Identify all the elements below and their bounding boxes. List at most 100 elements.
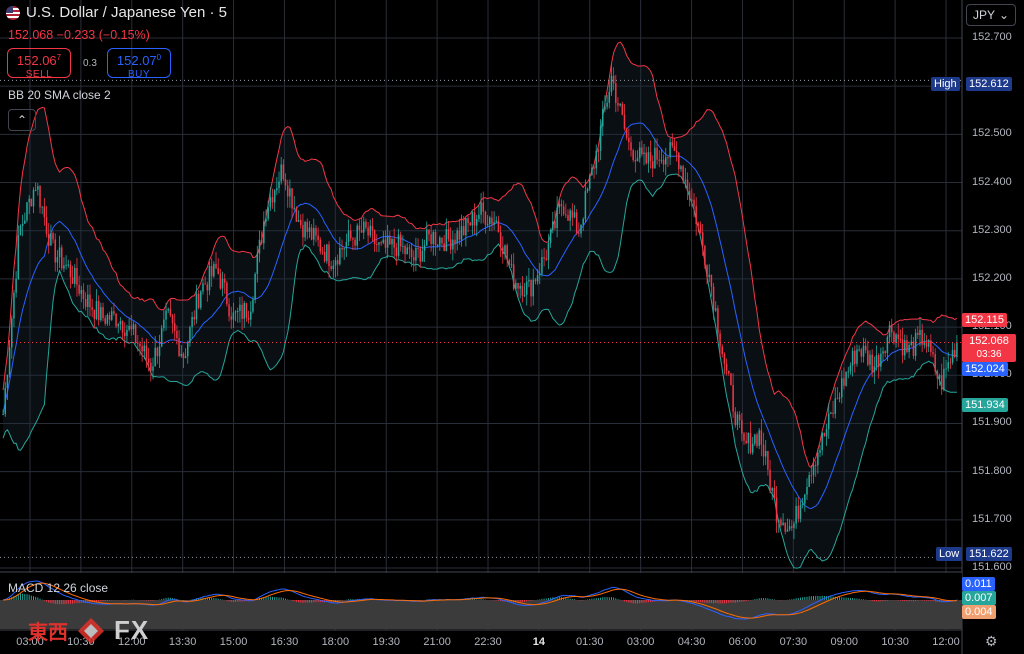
- bb-lower-value: 151.934: [962, 398, 1008, 412]
- candle-body: [11, 318, 13, 348]
- candle-body: [843, 378, 845, 386]
- time-tick: 12:00: [118, 636, 146, 648]
- watermark-logo: 東西 FX: [28, 615, 149, 646]
- candle-body: [780, 519, 782, 526]
- macd-hist-value: 0.004: [962, 605, 996, 619]
- candle-body: [904, 340, 906, 356]
- candle-body: [480, 202, 482, 215]
- candle-body: [308, 227, 311, 232]
- time-tick: 18:00: [321, 636, 350, 648]
- candle-body: [80, 290, 83, 294]
- candle-body: [434, 232, 437, 245]
- candle-body: [15, 278, 17, 293]
- candle-body: [675, 150, 678, 153]
- collapse-indicators-button[interactable]: ⌃: [8, 109, 36, 131]
- candle-body: [484, 211, 487, 225]
- candle-body: [393, 238, 395, 248]
- us-flag-icon: [6, 5, 20, 20]
- high-label: High: [931, 77, 960, 91]
- bb-indicator-label[interactable]: BB 20 SMA close 2: [8, 88, 111, 102]
- candle-body: [704, 246, 706, 266]
- symbol-header[interactable]: U.S. Dollar / Japanese Yen · 5: [6, 4, 227, 21]
- candle-body: [267, 207, 269, 219]
- candle-body: [102, 307, 104, 319]
- candle-body: [667, 157, 669, 159]
- candle-body: [221, 278, 224, 289]
- candle-body: [169, 308, 172, 316]
- time-tick: 21:00: [423, 636, 451, 648]
- candle-body: [884, 351, 886, 354]
- candle-body: [541, 257, 543, 274]
- settings-gear-icon[interactable]: ⚙: [985, 633, 998, 649]
- candle-body: [152, 366, 154, 371]
- candle-body: [732, 385, 734, 412]
- candle-body: [849, 365, 852, 372]
- candle-body: [278, 181, 280, 189]
- candle-body: [469, 223, 471, 226]
- price-change-line: 152.068 −0.233 (−0.15%): [8, 28, 150, 42]
- candle-body: [895, 334, 897, 343]
- buy-button[interactable]: 152.070 BUY: [107, 48, 171, 80]
- candle-body: [456, 230, 458, 244]
- candle-body: [445, 229, 448, 252]
- candle-body: [82, 290, 85, 300]
- candle-body: [478, 214, 480, 220]
- candle-body: [321, 251, 324, 253]
- candle-body: [291, 188, 293, 209]
- candle-body: [693, 199, 695, 206]
- candle-body: [530, 279, 532, 297]
- candle-body: [123, 332, 126, 337]
- diamond-logo-icon: [78, 617, 104, 644]
- candle-body: [714, 308, 717, 311]
- candle-body: [649, 152, 652, 162]
- candle-body: [893, 332, 895, 343]
- chevron-up-icon: ⌃: [16, 113, 28, 127]
- candle-body: [747, 433, 750, 444]
- candle-body: [699, 224, 702, 233]
- candle-body: [706, 265, 708, 277]
- candle-body: [376, 244, 378, 246]
- candle-body: [814, 464, 817, 466]
- time-tick: 06:00: [728, 636, 757, 648]
- candle-body: [191, 316, 193, 328]
- candle-body: [708, 274, 710, 277]
- candle-body: [417, 247, 419, 249]
- candle-body: [917, 332, 919, 335]
- candle-body: [462, 226, 465, 236]
- candle-body: [793, 523, 795, 528]
- candle-body: [24, 220, 26, 224]
- candle-body: [45, 217, 48, 234]
- candle-body: [562, 206, 565, 215]
- candle-body: [560, 203, 563, 207]
- macd-indicator-label[interactable]: MACD 12 26 close: [8, 581, 109, 595]
- candle-body: [712, 286, 715, 311]
- candle-body: [289, 188, 291, 197]
- chart-grid: [0, 0, 963, 654]
- candle-body: [521, 285, 524, 296]
- candle-body: [710, 274, 713, 287]
- candle-body: [597, 150, 600, 152]
- candle-body: [858, 349, 860, 351]
- candle-body: [721, 346, 724, 355]
- candle-body: [50, 233, 52, 246]
- sell-button[interactable]: 152.067 SELL: [7, 48, 71, 80]
- candle-body: [927, 340, 930, 347]
- candle-body: [875, 355, 878, 367]
- candle-body: [510, 264, 513, 266]
- candle-body: [940, 375, 943, 390]
- candle-body: [187, 343, 189, 357]
- currency-select[interactable]: JPY ⌄: [966, 4, 1016, 26]
- candle-body: [554, 221, 556, 229]
- candle-body: [334, 260, 337, 266]
- candle-body: [651, 161, 654, 169]
- candle-body: [97, 301, 100, 321]
- candle-body: [773, 488, 776, 498]
- candle-body: [854, 350, 856, 364]
- candle-body: [108, 314, 111, 320]
- candle-body: [777, 519, 780, 523]
- candle-body: [945, 368, 947, 370]
- candle-body: [432, 232, 435, 245]
- candle-body: [808, 475, 810, 487]
- candle-body: [669, 142, 671, 158]
